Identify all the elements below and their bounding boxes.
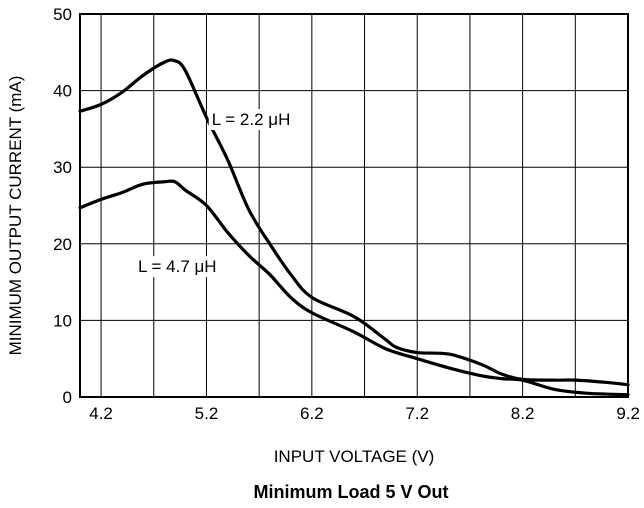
grid <box>80 14 628 397</box>
y-axis-label: MINIMUM OUTPUT CURRENT (mA) <box>6 76 25 356</box>
y-tick-label: 10 <box>53 311 72 330</box>
annotation-background <box>134 256 220 278</box>
series-line-l47 <box>78 179 630 397</box>
chart-caption: Minimum Load 5 V Out <box>253 482 448 502</box>
annotations: L = 2.2 μH L = 4.7 μH <box>134 109 294 278</box>
annotation-l22: L = 2.2 μH <box>212 110 291 129</box>
x-tick-label: 6.2 <box>300 404 324 423</box>
x-tick-labels: 4.2 5.2 6.2 7.2 8.2 9.2 <box>89 404 640 423</box>
x-tick-label: 8.2 <box>511 404 535 423</box>
y-tick-label: 0 <box>63 388 72 407</box>
plot-frame <box>79 13 629 398</box>
annotation-l47: L = 4.7 μH <box>138 257 217 276</box>
x-tick-label: 7.2 <box>405 404 429 423</box>
x-tick-label: 9.2 <box>616 404 640 423</box>
annotation-background <box>208 109 294 131</box>
y-tick-label: 30 <box>53 158 72 177</box>
x-tick-label: 4.2 <box>89 404 113 423</box>
x-axis-label: INPUT VOLTAGE (V) <box>274 447 435 466</box>
y-tick-label: 40 <box>53 82 72 101</box>
x-tick-label: 5.2 <box>195 404 219 423</box>
series-line-l22 <box>78 58 630 387</box>
y-tick-labels: 0 10 20 30 40 50 <box>53 5 72 407</box>
y-tick-label: 50 <box>53 5 72 24</box>
series-layer <box>78 58 630 397</box>
y-tick-label: 20 <box>53 235 72 254</box>
